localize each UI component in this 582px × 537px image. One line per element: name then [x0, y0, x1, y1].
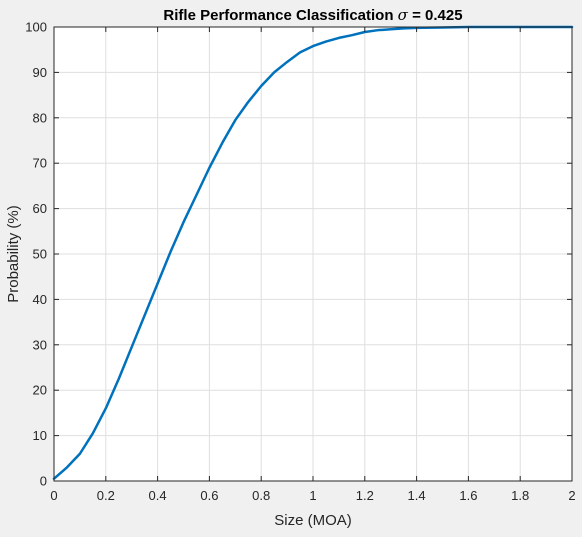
x-tick-label: 0.8: [252, 488, 270, 503]
y-tick-label: 100: [25, 20, 47, 35]
y-tick-label: 90: [33, 65, 47, 80]
y-axis: 0 10 20 30 40 50 60 70 80 90 100: [25, 20, 572, 489]
x-tick-label: 0.6: [200, 488, 218, 503]
grid: [54, 27, 572, 481]
y-tick-label: 10: [33, 428, 47, 443]
y-tick-label: 0: [40, 474, 47, 489]
y-axis-label: Probability (%): [5, 205, 22, 303]
y-tick-label: 60: [33, 201, 47, 216]
y-tick-label: 30: [33, 337, 47, 352]
x-tick-label: 2: [568, 488, 575, 503]
x-tick-label: 0: [50, 488, 57, 503]
x-tick-label: 1.6: [459, 488, 477, 503]
x-tick-label: 1: [309, 488, 316, 503]
x-axis-label: Size (MOA): [274, 512, 352, 529]
y-tick-label: 40: [33, 292, 47, 307]
title-suffix: = 0.425: [412, 7, 462, 24]
y-tick-label: 80: [33, 110, 47, 125]
series-line: [52, 25, 574, 480]
x-tick-label: 0.2: [97, 488, 115, 503]
x-tick-label: 1.8: [511, 488, 529, 503]
y-tick-label: 50: [33, 247, 47, 262]
plot-area: 0 0.2 0.4 0.6 0.8 1 1.2 1.4 1.6 1.8 2 0 10 20 30 40 50 6…: [25, 20, 575, 504]
x-tick-label: 1.2: [356, 488, 374, 503]
series-layer: [52, 25, 574, 480]
chart-title: Rifle Performance Classification σ = 0.4…: [163, 6, 462, 24]
x-axis: 0 0.2 0.4 0.6 0.8 1 1.2 1.4 1.6 1.8 2: [50, 27, 576, 503]
y-tick-label: 70: [33, 156, 47, 171]
title-sigma-symbol: σ: [398, 6, 409, 24]
y-tick-label: 20: [33, 383, 47, 398]
x-tick-label: 1.4: [408, 488, 426, 503]
title-prefix: Rifle Performance Classification: [163, 7, 393, 24]
x-tick-label: 0.4: [149, 488, 167, 503]
